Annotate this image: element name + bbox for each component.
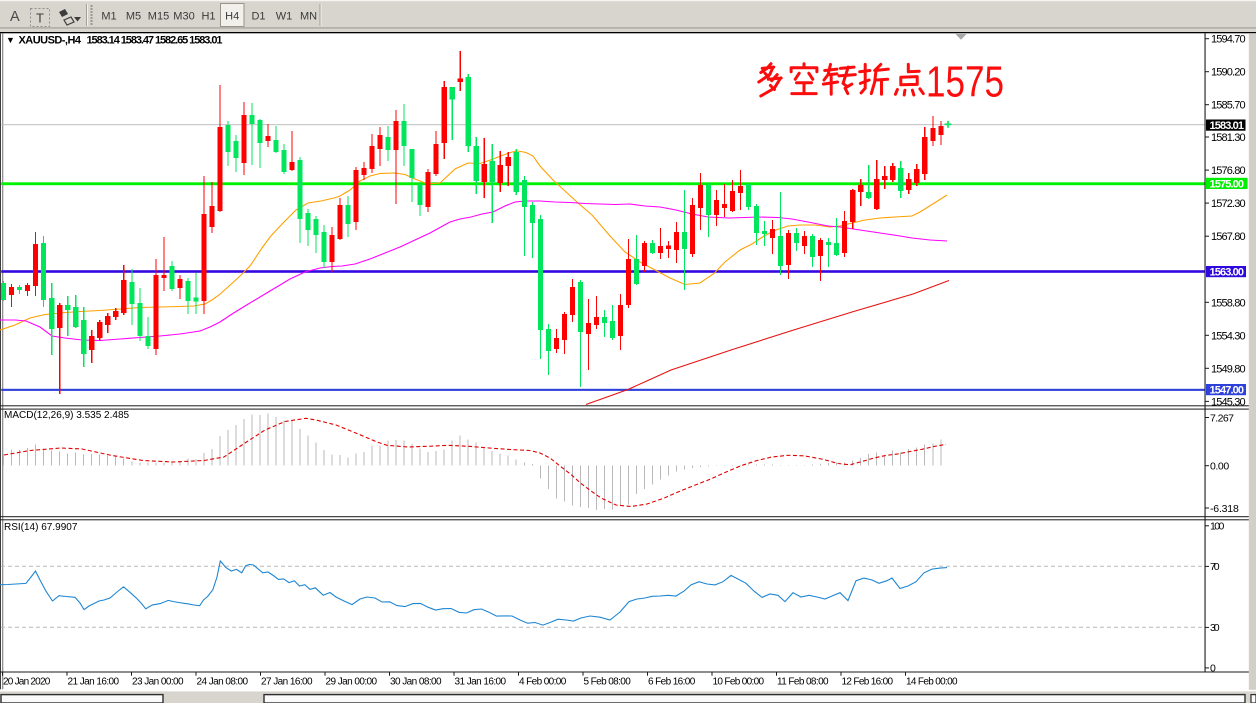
svg-text:H4: H4 <box>225 11 239 23</box>
svg-text:70: 70 <box>1210 561 1220 573</box>
svg-text:30 Jan 08:00: 30 Jan 08:00 <box>390 677 442 688</box>
svg-text:0.00: 0.00 <box>1210 461 1229 473</box>
svg-text:1576.80: 1576.80 <box>1211 165 1246 177</box>
svg-text:1585.70: 1585.70 <box>1211 100 1246 112</box>
svg-text:MN: MN <box>300 11 317 23</box>
svg-text:23 Jan 00:00: 23 Jan 00:00 <box>132 677 184 688</box>
svg-text:6 Feb 16:00: 6 Feb 16:00 <box>648 677 696 688</box>
svg-text:29 Jan 00:00: 29 Jan 00:00 <box>326 677 378 688</box>
svg-text:21 Jan 16:00: 21 Jan 16:00 <box>68 677 120 688</box>
svg-text:12 Feb 16:00: 12 Feb 16:00 <box>842 677 894 688</box>
svg-text:XAUUSD-,H4: XAUUSD-,H4 <box>19 35 82 47</box>
svg-text:1545.30: 1545.30 <box>1211 396 1246 408</box>
svg-text:M30: M30 <box>173 11 194 23</box>
svg-text:1554.30: 1554.30 <box>1211 330 1246 342</box>
svg-text:27 Jan 16:00: 27 Jan 16:00 <box>261 677 313 688</box>
svg-text:30: 30 <box>1210 622 1220 634</box>
svg-text:0: 0 <box>1210 663 1216 675</box>
svg-text:1594.70: 1594.70 <box>1211 34 1246 46</box>
svg-text:1590.20: 1590.20 <box>1211 67 1246 79</box>
svg-text:W1: W1 <box>276 11 293 23</box>
svg-text:7.267: 7.267 <box>1210 412 1234 424</box>
svg-text:1575: 1575 <box>926 58 1004 107</box>
svg-text:1549.80: 1549.80 <box>1211 363 1246 375</box>
svg-text:1583.01: 1583.01 <box>1210 120 1245 132</box>
svg-text:H1: H1 <box>201 11 215 23</box>
svg-text:A: A <box>10 9 20 25</box>
svg-text:1563.00: 1563.00 <box>1210 267 1245 279</box>
svg-text:-6.318: -6.318 <box>1210 503 1239 515</box>
svg-text:M15: M15 <box>148 11 169 23</box>
svg-text:D1: D1 <box>251 11 265 23</box>
svg-text:14 Feb 00:00: 14 Feb 00:00 <box>906 677 958 688</box>
svg-text:▼: ▼ <box>6 35 15 45</box>
svg-text:M1: M1 <box>101 11 116 23</box>
svg-text:31 Jan 16:00: 31 Jan 16:00 <box>455 677 507 688</box>
svg-text:24 Jan 08:00: 24 Jan 08:00 <box>197 677 249 688</box>
svg-text:1558.80: 1558.80 <box>1211 297 1246 309</box>
svg-text:1581.30: 1581.30 <box>1211 132 1246 144</box>
svg-text:RSI(14) 67.9907: RSI(14) 67.9907 <box>4 522 78 533</box>
svg-text:MACD(12,26,9) 3.535 2.485: MACD(12,26,9) 3.535 2.485 <box>4 410 130 421</box>
svg-text:1572.30: 1572.30 <box>1211 198 1246 210</box>
svg-text:1547.00: 1547.00 <box>1210 385 1245 397</box>
svg-text:20 Jan 2020: 20 Jan 2020 <box>3 677 51 688</box>
svg-text:1567.80: 1567.80 <box>1211 231 1246 243</box>
svg-text:1583.14 1583.47 1582.65 1583.0: 1583.14 1583.47 1582.65 1583.01 <box>87 35 223 47</box>
svg-text:5 Feb 08:00: 5 Feb 08:00 <box>584 677 632 688</box>
svg-text:M5: M5 <box>126 11 141 23</box>
svg-text:4 Feb 00:00: 4 Feb 00:00 <box>519 677 567 688</box>
svg-text:100: 100 <box>1210 521 1225 533</box>
svg-text:11 Feb 08:00: 11 Feb 08:00 <box>777 677 829 688</box>
svg-text:1575.00: 1575.00 <box>1210 178 1245 190</box>
svg-text:10 Feb 00:00: 10 Feb 00:00 <box>713 677 765 688</box>
svg-text:T: T <box>36 11 44 26</box>
